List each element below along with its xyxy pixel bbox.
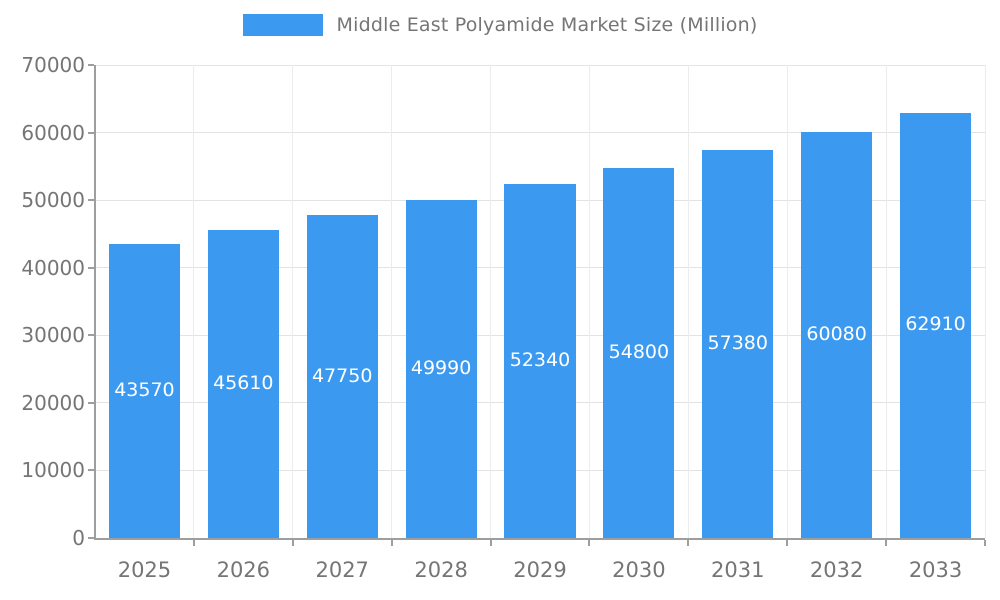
x-tick-mark: [588, 540, 591, 546]
x-tick-mark: [984, 540, 986, 546]
bar: 49990: [405, 200, 477, 538]
gridline-vertical: [588, 65, 590, 538]
gridline-vertical: [193, 65, 195, 538]
y-tick-label: 40000: [21, 255, 85, 280]
x-tick-label: 2029: [513, 558, 567, 582]
y-tick-label: 0: [72, 526, 85, 550]
bar: 60080: [801, 132, 873, 538]
y-tick-mark: [88, 401, 94, 404]
bar-value-label: 62910: [905, 313, 966, 336]
x-tick-mark: [786, 540, 789, 546]
bar-value-label: 43570: [114, 378, 175, 401]
gridline-vertical: [885, 65, 887, 538]
chart-title: Middle East Polyamide Market Size (Milli…: [336, 14, 758, 36]
x-tick-label: 2033: [908, 558, 963, 582]
x-tick-label: 2031: [711, 558, 765, 582]
x-tick-mark: [687, 540, 690, 546]
bar: 45610: [207, 229, 279, 538]
legend-swatch: [242, 14, 323, 36]
y-tick-mark: [88, 334, 94, 337]
x-tick-label: 2028: [414, 558, 468, 582]
x-tick-label: 2032: [809, 558, 864, 582]
gridline-vertical: [687, 65, 689, 538]
y-tick-mark: [88, 199, 94, 202]
gridline-vertical: [490, 65, 492, 538]
x-tick-mark: [885, 540, 888, 546]
y-tick-label: 20000: [21, 390, 85, 415]
gridline-horizontal: [95, 64, 985, 66]
y-tick-label: 60000: [21, 120, 85, 145]
gridline-vertical: [984, 65, 986, 538]
bar-value-label: 54800: [608, 340, 670, 363]
x-tick-mark: [192, 540, 195, 546]
gridline-vertical: [391, 65, 393, 538]
bar: 52340: [504, 184, 576, 538]
gridline-vertical: [292, 65, 294, 538]
chart-legend: Middle East Polyamide Market Size (Milli…: [0, 14, 1000, 36]
bar: 57380: [702, 150, 774, 538]
x-tick-mark: [489, 540, 492, 546]
x-tick-label: 2025: [117, 558, 172, 582]
x-tick-label: 2030: [612, 558, 666, 582]
plot-area: 43570 45610 47750 49990 52340 54800 57380 60080…: [95, 64, 986, 538]
gridline-horizontal: [95, 132, 985, 134]
y-tick-label: 10000: [21, 458, 85, 483]
bar: 54800: [603, 167, 675, 538]
x-tick-mark: [291, 540, 294, 546]
bar-value-label: 45610: [213, 371, 274, 394]
y-tick-mark: [88, 469, 94, 472]
y-tick-mark: [88, 131, 94, 134]
bar-value-label: 47750: [311, 364, 373, 387]
bar: 62910: [899, 112, 972, 538]
bar-value-label: 60080: [806, 323, 867, 345]
y-tick-label: 70000: [21, 53, 85, 77]
bar: 43570: [108, 243, 181, 538]
bar-value-label: 52340: [509, 349, 571, 372]
y-tick-label: 30000: [21, 323, 85, 348]
y-tick-mark: [88, 537, 94, 539]
y-tick-mark: [88, 266, 94, 269]
bar-value-label: 57380: [707, 332, 768, 355]
bar-value-label: 49990: [410, 357, 472, 380]
x-tick-label: 2026: [216, 558, 271, 582]
y-tick-mark: [88, 64, 94, 66]
bar: 47750: [306, 215, 378, 538]
y-axis-line: [94, 65, 96, 540]
x-axis-line: [95, 538, 985, 540]
x-tick-mark: [390, 540, 393, 546]
gridline-vertical: [786, 65, 788, 538]
y-tick-label: 50000: [21, 188, 85, 213]
x-tick-label: 2027: [315, 558, 369, 582]
